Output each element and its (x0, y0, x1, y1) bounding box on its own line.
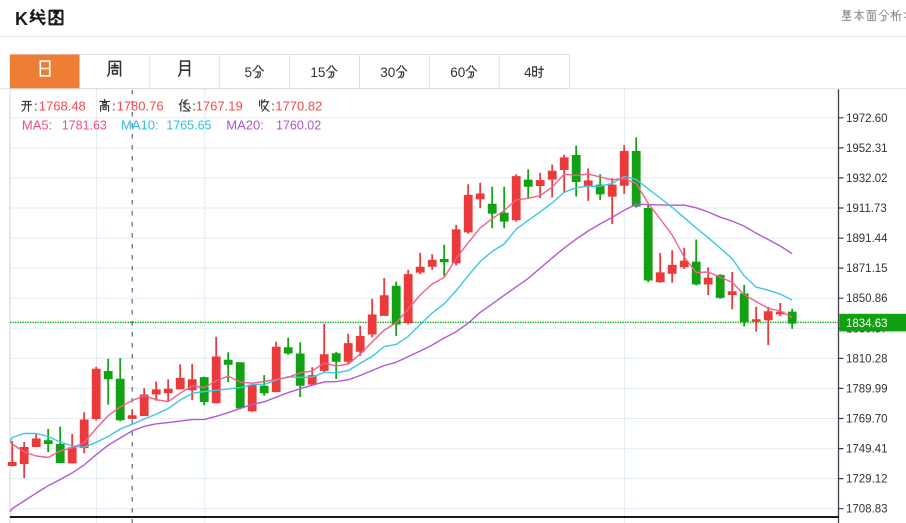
svg-text:1769.70: 1769.70 (846, 414, 888, 426)
svg-text:MA10:: MA10: (121, 117, 159, 132)
svg-text:1708.83: 1708.83 (846, 504, 888, 516)
svg-text:1770.82: 1770.82 (275, 98, 322, 113)
svg-text::: : (271, 98, 275, 113)
svg-text:1768.48: 1768.48 (39, 98, 86, 113)
svg-text:1789.99: 1789.99 (846, 383, 888, 395)
svg-text:1749.41: 1749.41 (846, 444, 888, 456)
svg-text:1810.28: 1810.28 (846, 353, 888, 365)
svg-text:1932.02: 1932.02 (846, 173, 888, 185)
svg-text::: : (112, 98, 116, 113)
svg-text:MA5:: MA5: (22, 117, 52, 132)
svg-text:5: 5 (245, 65, 253, 80)
svg-text:30: 30 (380, 65, 395, 80)
svg-text:15: 15 (310, 65, 325, 80)
svg-text:K: K (15, 9, 28, 29)
svg-text::: : (192, 98, 196, 113)
svg-text:1972.60: 1972.60 (846, 113, 888, 125)
svg-text:1729.12: 1729.12 (846, 474, 888, 486)
svg-text:1760.02: 1760.02 (276, 118, 321, 132)
svg-text:1891.44: 1891.44 (846, 233, 888, 245)
svg-text:1850.86: 1850.86 (846, 293, 888, 305)
svg-text:1911.73: 1911.73 (846, 203, 887, 215)
svg-text:1871.15: 1871.15 (846, 263, 888, 275)
svg-text:>: > (903, 8, 906, 23)
svg-text:1952.31: 1952.31 (846, 143, 888, 155)
svg-text:60: 60 (450, 65, 465, 80)
svg-text:MA20:: MA20: (226, 117, 264, 132)
svg-text::: : (34, 98, 38, 113)
svg-text:4: 4 (524, 65, 532, 80)
svg-text:1767.19: 1767.19 (196, 98, 243, 113)
svg-text:1781.63: 1781.63 (62, 118, 107, 132)
svg-text:1780.76: 1780.76 (117, 98, 164, 113)
svg-text:1834.63: 1834.63 (846, 318, 888, 330)
svg-text:1765.65: 1765.65 (166, 118, 211, 132)
